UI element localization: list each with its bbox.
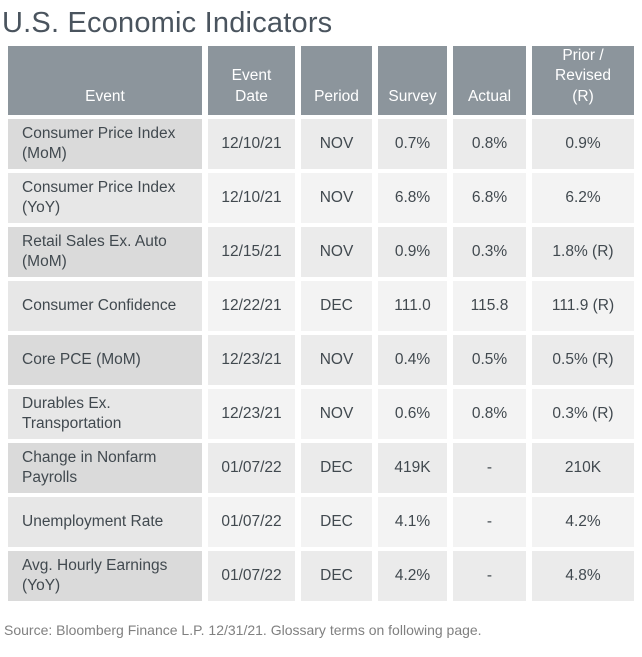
column-header-actual: Actual [453,46,526,115]
cell-event: Durables Ex. Transportation [8,388,202,439]
table-body: Consumer Price Index (MoM) 12/10/21 NOV 0.7… [8,118,634,601]
column-header-period: Period [301,46,372,115]
cell-period: NOV [301,172,372,223]
column-header-survey: Survey [378,46,447,115]
cell-survey: 4.1% [378,496,447,547]
cell-survey: 4.2% [378,550,447,601]
table-row: Avg. Hourly Earnings (YoY) 01/07/22 DEC 4.2… [8,550,634,601]
cell-survey: 111.0 [378,280,447,331]
cell-prior: 6.2% [532,172,634,223]
cell-actual: - [453,496,526,547]
cell-period: NOV [301,226,372,277]
cell-date: 12/10/21 [208,118,295,169]
cell-survey: 0.4% [378,334,447,385]
cell-actual: 0.8% [453,388,526,439]
cell-prior: 4.8% [532,550,634,601]
cell-prior: 0.5% (R) [532,334,634,385]
cell-actual: 0.3% [453,226,526,277]
cell-period: DEC [301,496,372,547]
cell-event: Consumer Confidence [8,280,202,331]
cell-period: DEC [301,550,372,601]
cell-event: Avg. Hourly Earnings (YoY) [8,550,202,601]
economic-indicators-table: Event Event Date Period Survey Actual Prior /… [2,42,640,604]
cell-prior: 210K [532,442,634,493]
cell-survey: 0.6% [378,388,447,439]
page-title: U.S. Economic Indicators [2,7,333,39]
table-row: Durables Ex. Transportation 12/23/21 NOV 0.… [8,388,634,439]
table-row: Unemployment Rate 01/07/22 DEC 4.1% -4.2% [8,496,634,547]
cell-period: DEC [301,280,372,331]
header-row: Event Event Date Period Survey Actual Prior /… [8,46,634,115]
cell-period: NOV [301,118,372,169]
cell-survey: 0.9% [378,226,447,277]
column-header-event: Event [8,46,202,115]
table-row: Consumer Confidence 12/22/21 DEC 111.0 115.8… [8,280,634,331]
cell-prior: 1.8% (R) [532,226,634,277]
column-header-prior: Prior / Revised (R) [532,46,634,115]
cell-date: 01/07/22 [208,442,295,493]
table-row: Consumer Price Index (MoM) 12/10/21 NOV 0.7… [8,118,634,169]
cell-actual: - [453,442,526,493]
cell-actual: 115.8 [453,280,526,331]
table-row: Change in Nonfarm Payrolls 01/07/22 DEC 419… [8,442,634,493]
cell-event: Unemployment Rate [8,496,202,547]
source-note: Source: Bloomberg Finance L.P. 12/31/21.… [4,621,482,638]
cell-period: DEC [301,442,372,493]
cell-date: 01/07/22 [208,550,295,601]
cell-date: 12/23/21 [208,388,295,439]
cell-survey: 419K [378,442,447,493]
cell-date: 12/15/21 [208,226,295,277]
table-row: Consumer Price Index (YoY) 12/10/21 NOV 6.8… [8,172,634,223]
cell-actual: 0.5% [453,334,526,385]
cell-actual: - [453,550,526,601]
cell-survey: 6.8% [378,172,447,223]
cell-prior: 0.3% (R) [532,388,634,439]
report-page: U.S. Economic Indicators Event Event Date… [2,7,640,638]
cell-prior: 0.9% [532,118,634,169]
table-row: Core PCE (MoM) 12/23/21 NOV 0.4% 0.5% 0.5% (R… [8,334,634,385]
cell-date: 12/10/21 [208,172,295,223]
column-header-date: Event Date [208,46,295,115]
cell-event: Change in Nonfarm Payrolls [8,442,202,493]
cell-date: 01/07/22 [208,496,295,547]
cell-event: Consumer Price Index (YoY) [8,172,202,223]
cell-date: 12/23/21 [208,334,295,385]
cell-prior: 4.2% [532,496,634,547]
cell-survey: 0.7% [378,118,447,169]
cell-event: Retail Sales Ex. Auto (MoM) [8,226,202,277]
cell-actual: 6.8% [453,172,526,223]
cell-event: Consumer Price Index (MoM) [8,118,202,169]
table-row: Retail Sales Ex. Auto (MoM) 12/15/21 NOV 0.… [8,226,634,277]
cell-period: NOV [301,388,372,439]
cell-period: NOV [301,334,372,385]
cell-actual: 0.8% [453,118,526,169]
cell-prior: 111.9 (R) [532,280,634,331]
cell-event: Core PCE (MoM) [8,334,202,385]
cell-date: 12/22/21 [208,280,295,331]
